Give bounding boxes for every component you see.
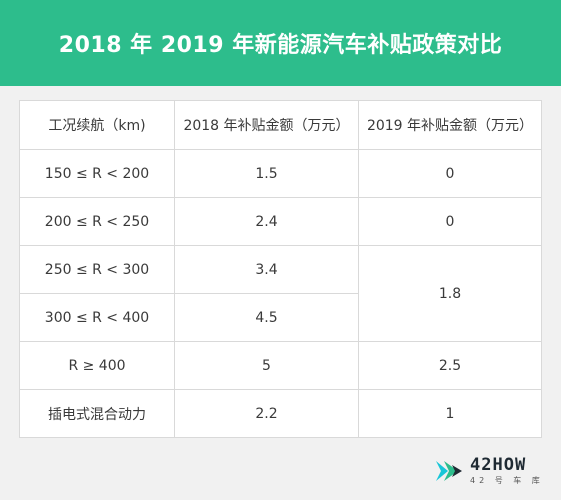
cell-range: 300 ≤ R < 400 (19, 293, 175, 342)
page-title: 2018 年 2019 年新能源汽车补贴政策对比 (58, 33, 503, 58)
cell-2018: 3.4 (174, 245, 359, 294)
column-header-2018: 2018 年补贴金额（万元） (174, 100, 359, 150)
table-row: 300 ≤ R < 400 4.5 (19, 293, 542, 342)
column-header-2019: 2019 年补贴金额（万元） (358, 100, 542, 150)
cell-2019-merged: 1.8 (358, 245, 542, 342)
cell-2018: 4.5 (174, 293, 359, 342)
cell-2019: 2.5 (358, 341, 542, 390)
table-row: 250 ≤ R < 300 3.4 1.8 (19, 245, 542, 342)
table-row: 插电式混合动力 2.2 1 (19, 389, 542, 438)
cell-2018: 2.4 (174, 197, 359, 246)
brand-logo: 42HOW 42 号 车 库 (434, 453, 544, 489)
cell-range: 250 ≤ R < 300 (19, 245, 175, 294)
cell-range: 150 ≤ R < 200 (19, 149, 175, 198)
cell-range: 插电式混合动力 (19, 389, 175, 438)
table-header-row: 工况续航（km) 2018 年补贴金额（万元） 2019 年补贴金额（万元） (19, 100, 542, 150)
table-row: R ≥ 400 5 2.5 (19, 341, 542, 390)
cell-range: 200 ≤ R < 250 (19, 197, 175, 246)
table-row: 200 ≤ R < 250 2.4 0 (19, 197, 542, 246)
cell-2019: 1 (358, 389, 542, 438)
page-header: 2018 年 2019 年新能源汽车补贴政策对比 (0, 0, 561, 86)
logo-brand-text: 42HOW (470, 455, 527, 475)
cell-2018: 1.5 (174, 149, 359, 198)
column-header-range: 工况续航（km) (19, 100, 175, 150)
cell-2018: 5 (174, 341, 359, 390)
table-row: 150 ≤ R < 200 1.5 0 (19, 149, 542, 198)
cell-2019: 0 (358, 149, 542, 198)
cell-2018: 2.2 (174, 389, 359, 438)
logo-subtitle: 42 号 车 库 (470, 476, 544, 485)
cell-range: R ≥ 400 (19, 341, 175, 390)
subsidy-table: 工况续航（km) 2018 年补贴金额（万元） 2019 年补贴金额（万元） 1… (19, 100, 542, 438)
cell-2019: 0 (358, 197, 542, 246)
42how-logo-icon (436, 461, 462, 481)
